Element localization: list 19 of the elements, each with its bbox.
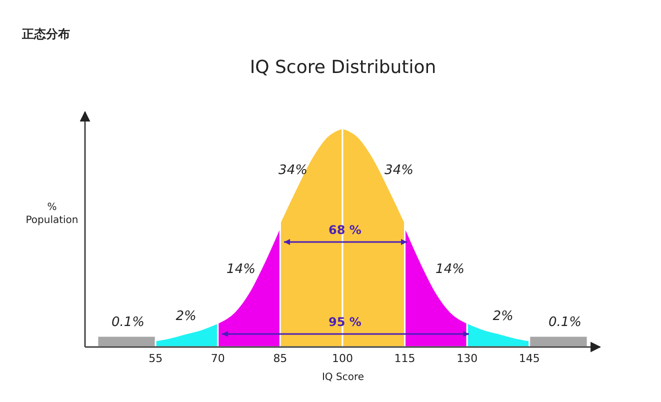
- annotation: 0.1%: [111, 315, 145, 330]
- x-tick-label: 115: [394, 352, 416, 365]
- x-tick-label: 70: [210, 352, 225, 365]
- chart-subtitle: 正态分布: [21, 27, 70, 41]
- annotation: 14%: [226, 262, 256, 277]
- annotation: 14%: [436, 262, 464, 277]
- annotation: 34%: [384, 163, 414, 178]
- x-tick-label: 100: [332, 352, 353, 365]
- annotation: 34%: [278, 163, 308, 178]
- x-tick-label: 85: [273, 352, 288, 365]
- x-tick-label: 55: [148, 352, 163, 365]
- y-axis-title: % Population: [26, 202, 78, 226]
- annotation: 0.1%: [548, 315, 582, 330]
- x-tick-label: 130: [456, 352, 478, 365]
- annotation: 2%: [176, 309, 196, 324]
- x-axis-title: IQ Score: [322, 372, 364, 383]
- chart-title: IQ Score Distribution: [250, 57, 436, 78]
- x-tick-label: 145: [518, 352, 540, 365]
- annotation: 2%: [492, 309, 514, 324]
